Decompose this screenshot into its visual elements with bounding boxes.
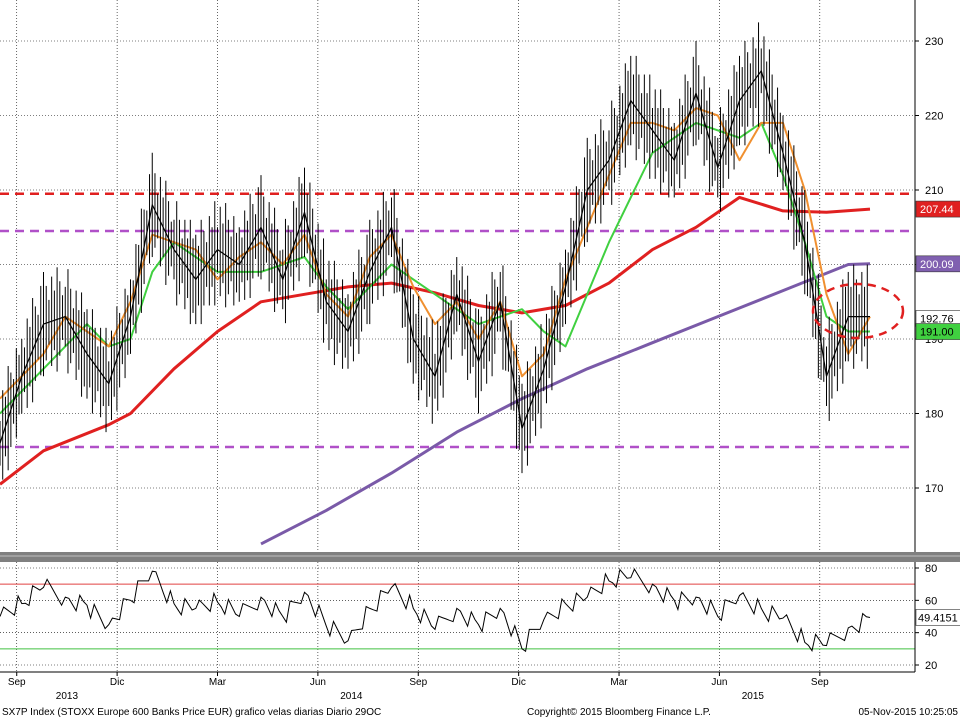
- x-axis: Sep Dic Mar Jun Sep Dic Mar Jun Sep 2013 2014 2015: [0, 671, 915, 702]
- month-label: Dic: [511, 677, 525, 688]
- price-grid: [0, 0, 915, 552]
- footer-timestamp: 05-Nov-2015 10:25:05: [858, 707, 958, 718]
- price-tick-label: 230: [925, 36, 943, 48]
- value-badge: [915, 255, 960, 273]
- month-label: Mar: [209, 677, 227, 688]
- value-badge: [915, 200, 960, 218]
- rsi-tick-label: 60: [925, 595, 937, 607]
- price-series: [0, 22, 871, 546]
- value-badge: [915, 323, 960, 340]
- series-sma-100: [0, 195, 871, 486]
- month-label: Sep: [811, 677, 829, 688]
- month-label: Dic: [110, 677, 124, 688]
- price-tick-label: 220: [925, 111, 943, 123]
- rsi-tick-label: 20: [925, 660, 937, 672]
- year-label: 2015: [742, 691, 765, 702]
- value-badge-text: 191.00: [920, 327, 954, 339]
- rsi-series: [0, 568, 871, 653]
- rsi-value-badge: [915, 609, 960, 626]
- footer-copyright: Copyright© 2015 Bloomberg Finance L.P.: [527, 707, 711, 718]
- year-label: 2013: [56, 691, 79, 702]
- footer-title: SX7P Index (STOXX Europe 600 Banks Price…: [2, 707, 381, 718]
- rsi-badges: 49.4151: [915, 609, 960, 626]
- price-tick-label: 170: [925, 483, 943, 495]
- month-label: Mar: [610, 677, 628, 688]
- month-label: Jun: [711, 677, 727, 688]
- highlight-circle: [811, 282, 905, 340]
- price-y-axis: 170180190200210220230: [914, 0, 943, 552]
- price-tick-label: 180: [925, 409, 943, 421]
- price-tick-label: 210: [925, 185, 943, 197]
- value-badge-text: 200.09: [920, 259, 954, 271]
- panel-separator: [0, 552, 960, 562]
- month-label: Sep: [409, 677, 427, 688]
- month-label: Jun: [310, 677, 326, 688]
- price-badges: 207.44 200.09 192.76 191.00: [915, 200, 960, 340]
- value-badge-text: 192.76: [920, 313, 954, 325]
- month-label: Sep: [8, 677, 26, 688]
- rsi-tick-label: 80: [925, 563, 937, 575]
- rsi-value-badge-text: 49.4151: [918, 612, 958, 624]
- year-label: 2014: [340, 691, 363, 702]
- value-badge-text: 207.44: [920, 204, 954, 216]
- rsi-y-axis: 20 40 60 80: [914, 562, 937, 672]
- rsi-tick-label: 40: [925, 628, 937, 640]
- rsi-grid: [0, 562, 915, 672]
- rsi-levels: [0, 583, 915, 650]
- series-rsi: [0, 568, 871, 653]
